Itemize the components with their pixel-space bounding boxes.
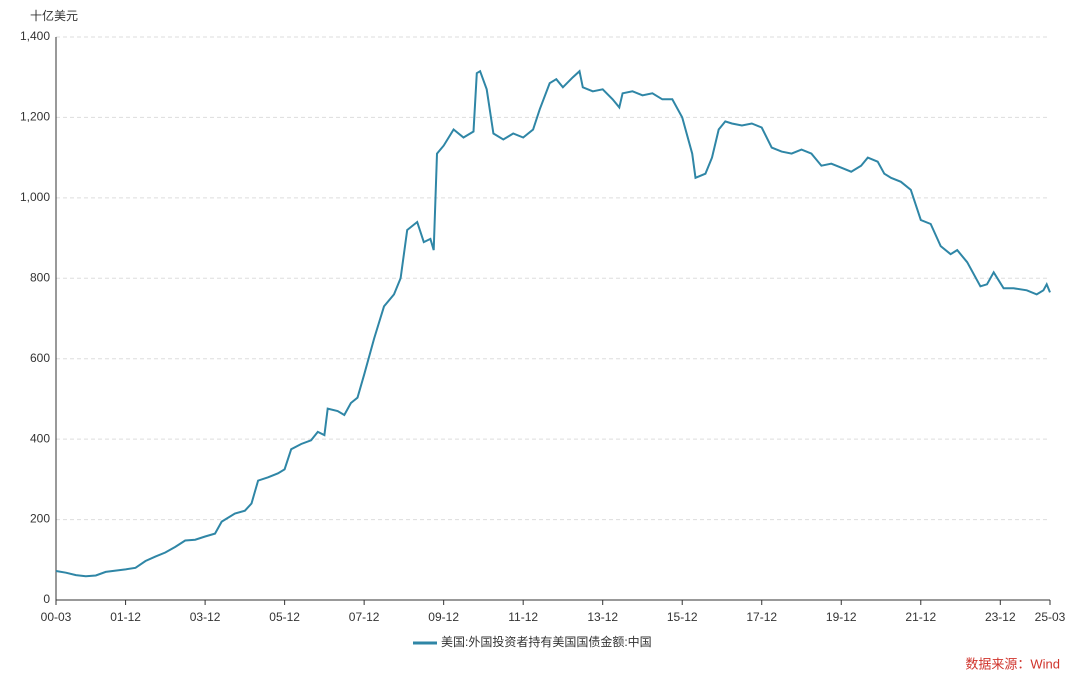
x-tick-label: 15-12 (667, 610, 698, 624)
x-tick-label: 05-12 (269, 610, 300, 624)
y-tick-label: 0 (43, 592, 50, 606)
y-tick-label: 800 (30, 270, 50, 284)
line (55, 69, 1051, 578)
x-tick-label: 23-12 (985, 610, 1016, 624)
x-tick-label: 19-12 (826, 610, 857, 624)
x-tick-label: 25-03 (1035, 610, 1066, 624)
y-tick-label: 600 (30, 351, 50, 365)
x-tick-label: 00-03 (41, 610, 72, 624)
x-tick-label: 13-12 (587, 610, 618, 624)
y-tick-label: 1,000 (20, 190, 50, 204)
x-tick-label: 17-12 (746, 610, 777, 624)
x-tick-label: 21-12 (905, 610, 936, 624)
x-tick-label: 01-12 (110, 610, 141, 624)
y-tick-label: 1,200 (20, 110, 50, 124)
x-tick-label: 03-12 (190, 610, 221, 624)
x-tick-label: 07-12 (349, 610, 380, 624)
y-axis-label: 十亿美元 (30, 8, 78, 23)
x-tick-label: 09-12 (428, 610, 459, 624)
y-tick-label: 400 (30, 431, 50, 445)
source: 数据来源：Wind (965, 656, 1060, 671)
x-tick-label: 11-12 (508, 610, 538, 624)
legend-label: 美国:外国投资者持有美国国债金额:中国 (441, 634, 652, 649)
y-tick-label: 1,400 (20, 29, 50, 43)
y-tick-label: 200 (30, 512, 50, 526)
